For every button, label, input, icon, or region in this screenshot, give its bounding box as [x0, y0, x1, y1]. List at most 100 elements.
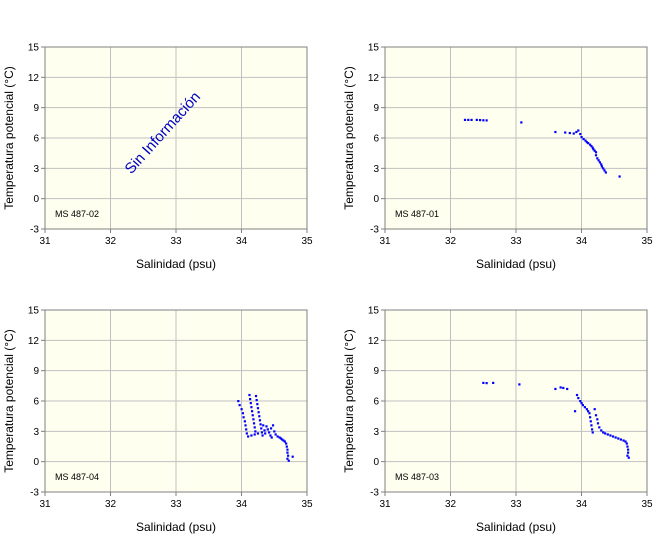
y-tick-label: 12 — [368, 336, 380, 347]
data-point — [590, 145, 593, 148]
x-axis-label: Salinidad (psu) — [136, 257, 216, 271]
x-tick-label: 32 — [445, 499, 457, 510]
data-point — [564, 131, 567, 134]
data-point — [270, 436, 273, 439]
x-tick-label: 35 — [641, 236, 653, 247]
data-point — [603, 169, 606, 172]
data-point — [614, 436, 617, 439]
y-tick-label: 0 — [373, 457, 379, 468]
data-point — [589, 143, 592, 146]
x-tick-label: 35 — [641, 499, 653, 510]
plot-frame — [384, 46, 648, 230]
data-point — [253, 426, 256, 429]
data-point — [282, 439, 285, 442]
data-point — [256, 407, 260, 410]
data-point — [627, 448, 630, 451]
data-point — [286, 457, 289, 460]
data-point — [579, 132, 582, 136]
data-point — [269, 427, 273, 430]
data-point — [604, 171, 607, 174]
x-tick-label: 31 — [39, 499, 51, 510]
data-point — [593, 408, 596, 411]
y-tick-label: -3 — [370, 225, 379, 236]
data-point — [554, 387, 557, 391]
data-point — [245, 432, 248, 435]
data-point — [606, 433, 609, 436]
data-point — [589, 420, 592, 423]
data-point — [590, 424, 593, 427]
data-point — [266, 428, 269, 431]
data-point — [602, 431, 605, 434]
data-point — [250, 434, 253, 437]
data-point — [470, 118, 473, 121]
data-point — [596, 422, 600, 425]
data-point — [268, 431, 271, 434]
data-point — [256, 403, 259, 406]
data-point — [259, 423, 262, 426]
data-point — [624, 440, 627, 443]
data-point — [467, 118, 470, 121]
data-point — [264, 432, 267, 435]
data-point — [627, 451, 630, 454]
y-tick-label: 15 — [368, 306, 380, 317]
data-point — [583, 406, 586, 409]
data-point — [575, 130, 578, 134]
y-tick-label: 3 — [373, 427, 379, 438]
y-tick-label: -3 — [30, 488, 39, 499]
data-point — [257, 411, 260, 414]
data-point — [485, 382, 488, 385]
data-point — [602, 167, 605, 170]
y-tick-label: 0 — [33, 457, 39, 468]
data-point — [287, 459, 290, 462]
data-point — [622, 439, 625, 442]
x-tick-label: 35 — [301, 499, 313, 510]
data-point — [594, 154, 598, 157]
data-point — [609, 434, 612, 437]
data-point — [260, 431, 264, 434]
y-tick-label: -3 — [30, 225, 39, 236]
data-point — [252, 418, 255, 421]
y-axis-label: Temperatura potencial (°C) — [2, 329, 16, 473]
data-point — [584, 139, 587, 142]
data-point — [286, 451, 289, 454]
data-point — [627, 456, 630, 459]
y-tick-label: -3 — [370, 488, 379, 499]
data-point — [598, 161, 602, 164]
data-point — [598, 426, 601, 429]
y-axis-label: Temperatura potencial (°C) — [2, 66, 16, 210]
data-point — [572, 132, 575, 135]
y-tick-label: 12 — [28, 73, 40, 84]
x-tick-label: 31 — [379, 499, 391, 510]
data-point — [581, 404, 585, 407]
data-point — [592, 148, 595, 151]
data-point — [251, 414, 254, 417]
y-tick-label: 9 — [373, 366, 379, 377]
x-tick-label: 34 — [576, 236, 588, 247]
data-point — [593, 149, 596, 152]
data-point — [568, 131, 571, 135]
y-tick-label: 3 — [33, 427, 39, 438]
data-point — [237, 400, 240, 403]
y-tick-label: 15 — [28, 43, 40, 54]
x-axis-label: Salinidad (psu) — [476, 520, 556, 534]
data-point — [243, 420, 246, 423]
y-tick-label: 0 — [33, 194, 39, 205]
data-point — [265, 425, 268, 428]
x-tick-label: 32 — [445, 236, 457, 247]
data-point — [580, 135, 583, 139]
data-point — [587, 142, 590, 145]
data-point — [286, 448, 289, 451]
data-point — [596, 418, 599, 421]
plot-frame — [44, 46, 308, 230]
data-point — [485, 119, 488, 122]
data-point — [580, 402, 583, 405]
data-point — [463, 118, 467, 121]
data-point — [596, 157, 599, 160]
y-tick-label: 6 — [33, 397, 39, 408]
x-axis-label: Salinidad (psu) — [476, 257, 556, 271]
data-point — [482, 381, 485, 384]
data-point — [255, 398, 258, 402]
data-point — [611, 435, 615, 438]
data-point — [585, 408, 588, 411]
data-point — [273, 430, 276, 433]
